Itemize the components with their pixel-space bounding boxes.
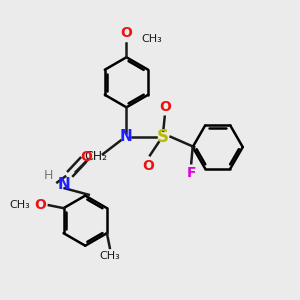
Text: CH₃: CH₃ (100, 251, 120, 261)
Text: H: H (44, 169, 53, 182)
Text: CH₂: CH₂ (84, 150, 107, 163)
Text: S: S (157, 128, 169, 146)
Text: CH₃: CH₃ (9, 200, 30, 210)
Text: O: O (80, 150, 92, 164)
Text: O: O (121, 26, 132, 40)
Text: O: O (34, 198, 46, 212)
Text: F: F (187, 167, 196, 181)
Text: O: O (142, 159, 154, 173)
Text: O: O (159, 100, 171, 114)
Text: N: N (58, 177, 70, 192)
Text: N: N (120, 129, 133, 144)
Text: CH₃: CH₃ (141, 34, 162, 44)
